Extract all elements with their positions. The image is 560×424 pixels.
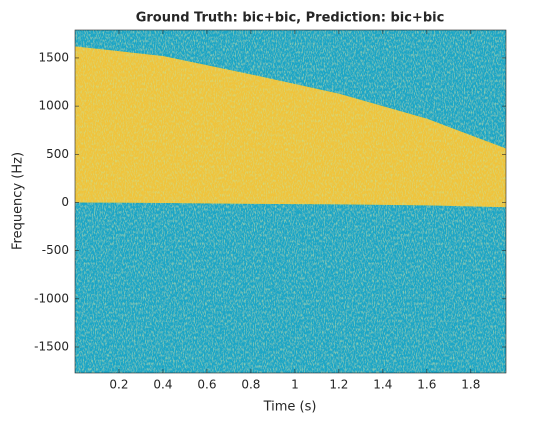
y-tick-label: 1500 xyxy=(38,50,69,64)
x-tick-label: 0.4 xyxy=(153,378,172,392)
y-tick-label: -1000 xyxy=(34,291,69,305)
y-tick-label: -500 xyxy=(42,243,69,257)
x-tick-label: 1.6 xyxy=(417,378,436,392)
x-tick-label: 0.6 xyxy=(197,378,216,392)
x-tick-label: 1 xyxy=(291,378,299,392)
x-tick-label: 1.4 xyxy=(373,378,392,392)
x-tick-label: 0.2 xyxy=(109,378,128,392)
y-tick-label: -1500 xyxy=(34,339,69,353)
y-tick-label: 0 xyxy=(61,195,69,209)
plot-frame xyxy=(74,29,507,374)
y-axis-label: Frequency (Hz) xyxy=(11,152,26,250)
x-tick-label: 1.8 xyxy=(461,378,480,392)
x-axis-label: Time (s) xyxy=(263,400,317,415)
signal-region xyxy=(75,46,506,208)
y-tick-label: 1000 xyxy=(38,99,69,113)
y-tick-label: 500 xyxy=(46,147,69,161)
chart-title: Ground Truth: bic+bic, Prediction: bic+b… xyxy=(136,11,445,26)
spectrogram-image xyxy=(75,30,506,373)
x-tick-label: 0.8 xyxy=(241,378,260,392)
x-tick-label: 1.2 xyxy=(329,378,348,392)
axes: 0.2 0.4 0.6 0.8 1 1.2 1.4 1.6 1.8 -1500 -1000 -500 0… xyxy=(34,29,507,392)
